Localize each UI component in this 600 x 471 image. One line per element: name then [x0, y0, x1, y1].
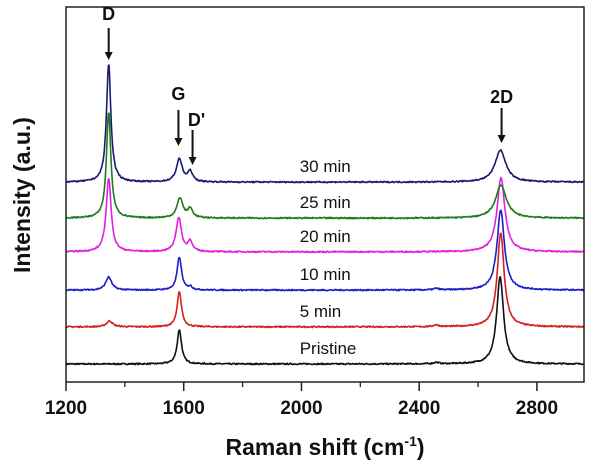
x-tick-label: 2800: [516, 398, 558, 419]
series-label: 20 min: [300, 227, 351, 246]
series-line-20-min: [65, 176, 585, 254]
series-label: 10 min: [300, 265, 351, 284]
peak-label: G: [171, 84, 185, 104]
series-line-pristine: [65, 276, 585, 366]
x-tick-label: 1600: [163, 398, 205, 419]
series-line-25-min: [65, 112, 585, 220]
series-layer: [65, 64, 585, 366]
peak-arrowhead: [174, 138, 183, 146]
series-label: 5 min: [300, 302, 342, 321]
x-tick-label: 2000: [280, 398, 322, 419]
peak-label: 2D: [490, 87, 513, 107]
peak-arrowhead: [104, 52, 113, 60]
peak-arrowhead: [188, 157, 197, 165]
series-label: 30 min: [300, 157, 351, 176]
peak-label: D': [188, 110, 205, 130]
peak-annotations: D GD' 2D: [102, 4, 513, 165]
x-tick-label: 2400: [398, 398, 440, 419]
series-line-5-min: [65, 232, 585, 329]
x-axis-ticks: 1200 1600 2000 2400 2800: [45, 382, 558, 419]
series-label: 25 min: [300, 193, 351, 212]
series-line-30-min: [65, 64, 585, 184]
plot-frame: [65, 6, 585, 383]
series-labels: Pristine 5 min 10 min 20 min 25 min 30 min: [300, 157, 357, 358]
x-tick-label: 1200: [45, 398, 87, 419]
y-axis-title: Intensity (a.u.): [9, 117, 35, 273]
series-label: Pristine: [300, 339, 357, 358]
x-axis-title: Raman shift (cm-1): [225, 433, 424, 460]
peak-arrowhead: [497, 135, 506, 143]
peak-label: D: [102, 4, 115, 24]
series-line-10-min: [65, 209, 585, 292]
